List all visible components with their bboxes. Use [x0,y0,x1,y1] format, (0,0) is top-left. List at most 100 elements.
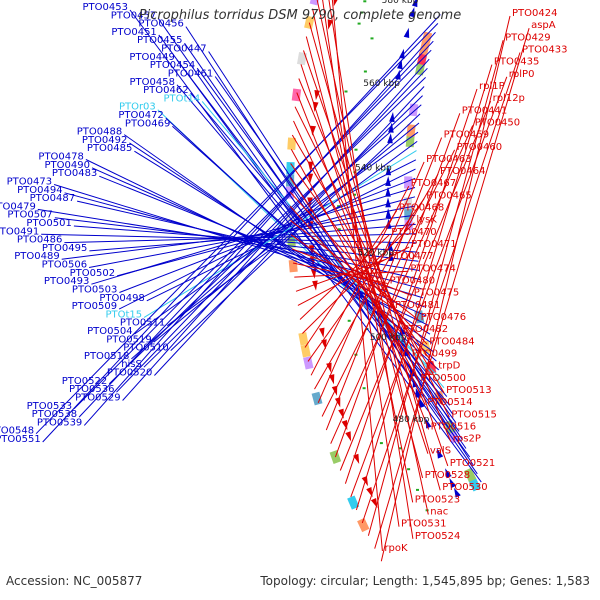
gene-label[interactable]: PTO0513 [446,385,491,396]
gene-label[interactable]: PTO0495 [42,243,87,254]
gene-label[interactable]: rplP0 [509,69,535,80]
gene-label[interactable]: PTO0480 [390,276,435,287]
gene-label[interactable]: PTO0502 [70,268,115,279]
gene-label[interactable]: nac [430,507,448,518]
gene-label[interactable]: PTO0457 [111,10,156,21]
gene-label[interactable]: PTO0521 [450,458,495,469]
gene-label[interactable]: PTO0485 [87,143,132,154]
gene-label[interactable]: PTO0491 [0,226,39,237]
gene-label[interactable]: PTO0451 [111,27,156,38]
gene-label[interactable]: PTO0465 [426,190,471,201]
gene-label[interactable]: PTO0463 [426,154,471,165]
gene-label[interactable]: PTO0524 [415,531,460,542]
gene-label[interactable]: PTO0483 [52,168,97,179]
gene-label[interactable]: PTO0522 [62,376,107,387]
gene-label[interactable]: PTO0519 [106,334,151,345]
gene-label[interactable]: PTO0471 [411,239,456,250]
gene-label[interactable]: PTO0492 [82,135,127,146]
gene-label[interactable]: PTO0488 [77,127,122,138]
gene-label[interactable]: PTO0489 [14,251,59,262]
gene-label[interactable]: PTO0459 [444,130,489,141]
gene-label[interactable]: PTO0447 [161,44,206,55]
gene-label[interactable]: rps2P [453,434,481,445]
gene-label[interactable]: rpl1P [479,81,505,92]
gene-label[interactable]: PTO0509 [72,301,117,312]
gene-label[interactable]: PTO0462 [143,85,188,96]
gene-label[interactable]: PTO0504 [87,326,132,337]
gene-label[interactable]: PTO0453 [83,2,128,13]
gene-label[interactable]: PTO0433 [522,45,567,56]
gene-label[interactable]: PTO0536 [69,384,114,395]
gene-label[interactable]: PTO0551 [0,434,41,445]
gene-label[interactable]: PTO0529 [75,393,120,404]
gene-label[interactable]: PTOt15 [105,309,142,320]
gene-label[interactable]: PTO0482 [403,324,448,335]
gene-label[interactable]: PTO0510 [123,343,168,354]
gene-label[interactable]: PTO0450 [475,117,520,128]
gene-label[interactable]: PTO0538 [32,409,77,420]
gene-label[interactable]: PTO0531 [401,519,446,530]
gene-label[interactable]: PTO0472 [118,110,163,121]
gene-label[interactable]: PTO0523 [415,494,460,505]
gene-label[interactable]: PTO0479 [0,201,36,212]
gene-label[interactable]: trpD [438,361,460,372]
gene-label[interactable]: PTO0478 [38,152,83,163]
gene-label[interactable]: PTO0473 [7,177,52,188]
gene-label[interactable]: PTO0461 [168,69,213,80]
gene-label[interactable]: PTO0515 [451,409,496,420]
gene-label[interactable]: PTO0506 [42,260,87,271]
gene-label[interactable]: PTO0548 [0,426,34,437]
gene-label[interactable]: PTO0475 [414,288,459,299]
gene-label[interactable]: PTO0533 [27,401,72,412]
gene-label[interactable]: PTO0455 [137,35,182,46]
gc-marker [363,0,367,3]
gene-label[interactable]: PTOr03 [119,102,156,113]
gene-label[interactable]: PTO0520 [107,368,152,379]
gene-label[interactable]: PTO0493 [44,276,89,287]
gene-label[interactable]: PTO0458 [130,77,175,88]
gene-label[interactable]: PTO0424 [512,8,557,19]
gene-label[interactable]: PTO0460 [457,142,502,153]
gene-label[interactable]: rpl12p [493,93,525,104]
gene-label[interactable]: PTO0476 [421,312,466,323]
gene-label[interactable]: PTO0516 [431,421,476,432]
gene-label[interactable]: valS [430,446,451,457]
gene-label[interactable]: PTO0486 [17,235,62,246]
gene-label[interactable]: PTO0467 [411,178,456,189]
gene-label[interactable]: PTO0528 [425,470,470,481]
gene-label[interactable]: PTO0514 [427,397,472,408]
gene-label[interactable]: PTO0429 [505,32,550,43]
gene-label[interactable]: PTO0474 [410,263,455,274]
gene-label[interactable]: PTO0507 [7,210,52,221]
gene-label[interactable]: PTO0441 [462,105,507,116]
gene-label[interactable]: PTO0490 [45,160,90,171]
gc-marker [407,468,411,471]
gene-label[interactable]: PTO0501 [26,218,71,229]
gene-label[interactable]: rpoK [384,543,408,554]
gene-label[interactable]: PTO0470 [391,227,436,238]
gene-label[interactable]: PTO0449 [129,52,174,63]
gene-label[interactable]: PTO0469 [125,118,170,129]
gene-label[interactable]: PTO0464 [440,166,485,177]
gene-label[interactable]: PTO0518 [84,351,129,362]
gene-label[interactable]: PTO0487 [30,193,75,204]
gene-label[interactable]: hisS [121,359,142,370]
gene-label[interactable]: PTO0530 [442,482,487,493]
gene-label[interactable]: PTO0494 [17,185,62,196]
gene-label[interactable]: aspA [531,20,556,31]
gene-label[interactable]: PTO0477 [388,251,433,262]
gene-label[interactable]: PTO0503 [72,285,117,296]
gene-label[interactable]: PTO0498 [99,293,144,304]
gene-label[interactable]: PTO0456 [138,19,183,30]
gene-label[interactable]: PTO0481 [395,300,440,311]
gene-label[interactable]: PTO0511 [120,318,165,329]
gene-label[interactable]: PTO0500 [420,373,465,384]
gene-label[interactable]: PTO0468 [399,203,444,214]
gene-label[interactable]: PTO0435 [494,57,539,68]
gene-label[interactable]: PTO0539 [37,417,82,428]
gene-label[interactable]: PTO0484 [429,336,474,347]
gene-label[interactable]: PTO0454 [150,60,195,71]
gene-label[interactable]: PTOt14 [164,93,201,104]
gene-label[interactable]: lysK [416,215,437,226]
gene-label[interactable]: PTO0499 [412,349,457,360]
